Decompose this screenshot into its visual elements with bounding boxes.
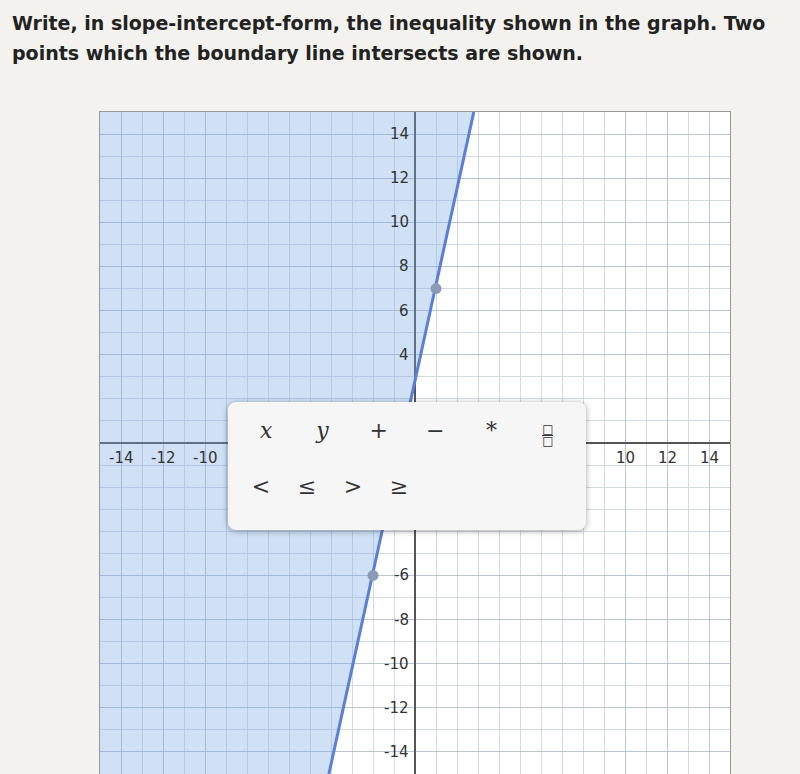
svg-text:4: 4 [399, 346, 409, 364]
svg-text:-10: -10 [193, 449, 218, 467]
svg-text:10: 10 [616, 449, 635, 467]
svg-text:-14: -14 [384, 743, 409, 761]
svg-text:12: 12 [658, 449, 677, 467]
svg-text:14: 14 [390, 125, 409, 143]
html-text:y: y [316, 417, 329, 443]
svg-text:-14: -14 [109, 449, 134, 467]
svg-text:-6: -6 [394, 566, 409, 584]
svg-text:-12: -12 [151, 449, 176, 467]
svg-text:-8: -8 [394, 611, 409, 629]
svg-text:-12: -12 [384, 699, 409, 717]
svg-text:14: 14 [700, 449, 719, 467]
svg-text:8: 8 [399, 257, 409, 275]
svg-text:12: 12 [390, 169, 409, 187]
svg-text:10: 10 [390, 213, 409, 231]
html-text:x: x [259, 417, 273, 443]
html-text:Write, in slope-intercept-form: Write, in slope-intercept-form, the ineq… [12, 12, 766, 64]
svg-text:-10: -10 [384, 655, 409, 673]
svg-text:6: 6 [399, 302, 409, 320]
